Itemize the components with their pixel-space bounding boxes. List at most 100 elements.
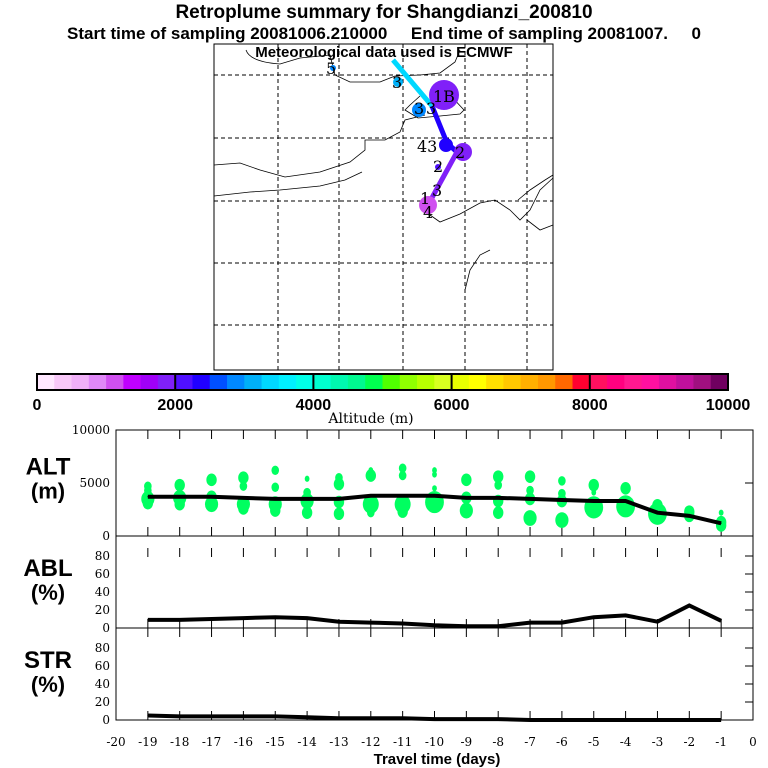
panel-ylabel-unit: (m) <box>31 479 65 504</box>
y-tick-label: 5000 <box>79 476 110 490</box>
x-tick-label: -6 <box>556 735 568 749</box>
data-point <box>306 617 308 619</box>
y-tick-label: 80 <box>95 549 110 563</box>
particle-cluster-point <box>555 512 569 528</box>
cluster-label: 43 <box>417 137 437 156</box>
data-point <box>656 512 658 514</box>
particle-cluster-point <box>362 494 379 514</box>
colorbar-bin <box>37 374 55 390</box>
cluster-label: 3 <box>426 99 436 118</box>
particle-cluster-point <box>238 471 249 485</box>
colorbar-bin <box>451 374 470 390</box>
x-tick-label: -5 <box>588 735 600 749</box>
y-tick-label: 40 <box>95 585 110 599</box>
data-point <box>338 717 340 719</box>
y-tick-label: 10000 <box>72 423 110 437</box>
data-point <box>338 498 340 500</box>
cluster-marker <box>393 77 403 87</box>
colorbar-tick: 0 <box>33 397 42 414</box>
data-point <box>688 719 690 721</box>
colorbar-bin <box>209 374 228 390</box>
data-point <box>656 719 658 721</box>
y-tick-label: 0 <box>102 529 110 543</box>
data-point <box>465 718 467 720</box>
particle-cluster-point <box>398 463 407 473</box>
panel-ylabel-unit: (%) <box>31 672 65 697</box>
particle-cluster-point <box>238 502 249 515</box>
cluster-label: 3 <box>392 73 402 92</box>
data-point <box>338 621 340 623</box>
cluster-marker <box>419 196 437 214</box>
particle-cluster-point <box>365 469 376 482</box>
particle-cluster-point <box>558 476 566 486</box>
cluster-label: 1B <box>433 87 455 106</box>
data-point <box>434 495 435 497</box>
data-point <box>561 499 563 501</box>
data-point <box>370 495 372 497</box>
cluster-label: 1 <box>420 189 430 208</box>
data-point <box>242 617 244 619</box>
particle-cluster-point <box>304 475 310 482</box>
cluster-label: 4 <box>423 203 433 222</box>
y-tick-label: 60 <box>95 567 110 581</box>
data-point <box>306 498 308 500</box>
particle-cluster-point <box>523 510 537 526</box>
data-point <box>625 719 627 721</box>
data-point <box>593 719 595 721</box>
particle-cluster-point <box>239 481 248 491</box>
data-point <box>402 623 404 624</box>
colorbar-bin <box>537 374 556 390</box>
chart-subtitle: Start time of sampling 20081006.210000 E… <box>66 24 701 43</box>
particle-cluster-point <box>432 485 437 492</box>
cluster-marker <box>439 138 453 152</box>
data-point <box>402 495 404 497</box>
particle-cluster-point <box>616 495 635 518</box>
colorbar-bin <box>244 374 263 390</box>
x-tick-label: -18 <box>170 735 189 749</box>
x-tick-label: -1 <box>715 735 727 749</box>
colorbar-bin <box>123 374 142 390</box>
colorbar-bin <box>157 374 176 390</box>
data-point <box>211 618 213 620</box>
data-point <box>179 715 181 717</box>
data-point <box>497 718 499 720</box>
particle-cluster-point <box>204 496 219 513</box>
trajectory-map: 5 3 3 3 1B 43 2 2 1 3 4 <box>213 43 554 371</box>
particle-cluster-point <box>459 502 473 519</box>
data-point <box>211 496 213 498</box>
particle-cluster-point <box>493 470 504 483</box>
colorbar-bin <box>520 374 539 390</box>
particle-cluster-point <box>270 504 281 517</box>
data-point <box>720 620 722 622</box>
x-tick-label: -12 <box>361 735 380 749</box>
colorbar-bin <box>88 374 107 390</box>
particle-cluster-point <box>333 507 345 521</box>
panel-str: 0 20 40 60 80 STR(%) <box>24 628 753 727</box>
y-tick-label: 20 <box>95 695 110 709</box>
x-tick-label: -8 <box>492 735 504 749</box>
colorbar-bin <box>503 374 522 390</box>
colorbar-bin <box>261 374 280 390</box>
colorbar-bin <box>313 374 332 390</box>
x-tick-label: -19 <box>138 735 157 749</box>
particle-cluster-point <box>142 496 154 510</box>
colorbar-bin <box>676 374 694 390</box>
x-tick-label: -10 <box>425 735 444 749</box>
cluster-label: 2 <box>433 157 443 176</box>
panel-alt: 0 5000 10000 ALT(m) <box>26 423 753 543</box>
particle-cluster-point <box>398 470 407 481</box>
data-point <box>688 605 690 606</box>
data-point <box>593 616 595 618</box>
particle-cluster-point <box>526 485 534 496</box>
particle-cluster-point <box>397 505 408 518</box>
colorbar-bin <box>417 374 435 390</box>
colorbar-bin <box>434 374 453 390</box>
data-point <box>242 715 244 717</box>
x-tick-label: -3 <box>652 735 664 749</box>
data-point <box>529 498 531 500</box>
data-point <box>529 719 531 721</box>
map-frame <box>213 43 554 371</box>
colorbar-bin <box>589 374 608 390</box>
panel-ylabel-unit: (%) <box>31 580 65 605</box>
